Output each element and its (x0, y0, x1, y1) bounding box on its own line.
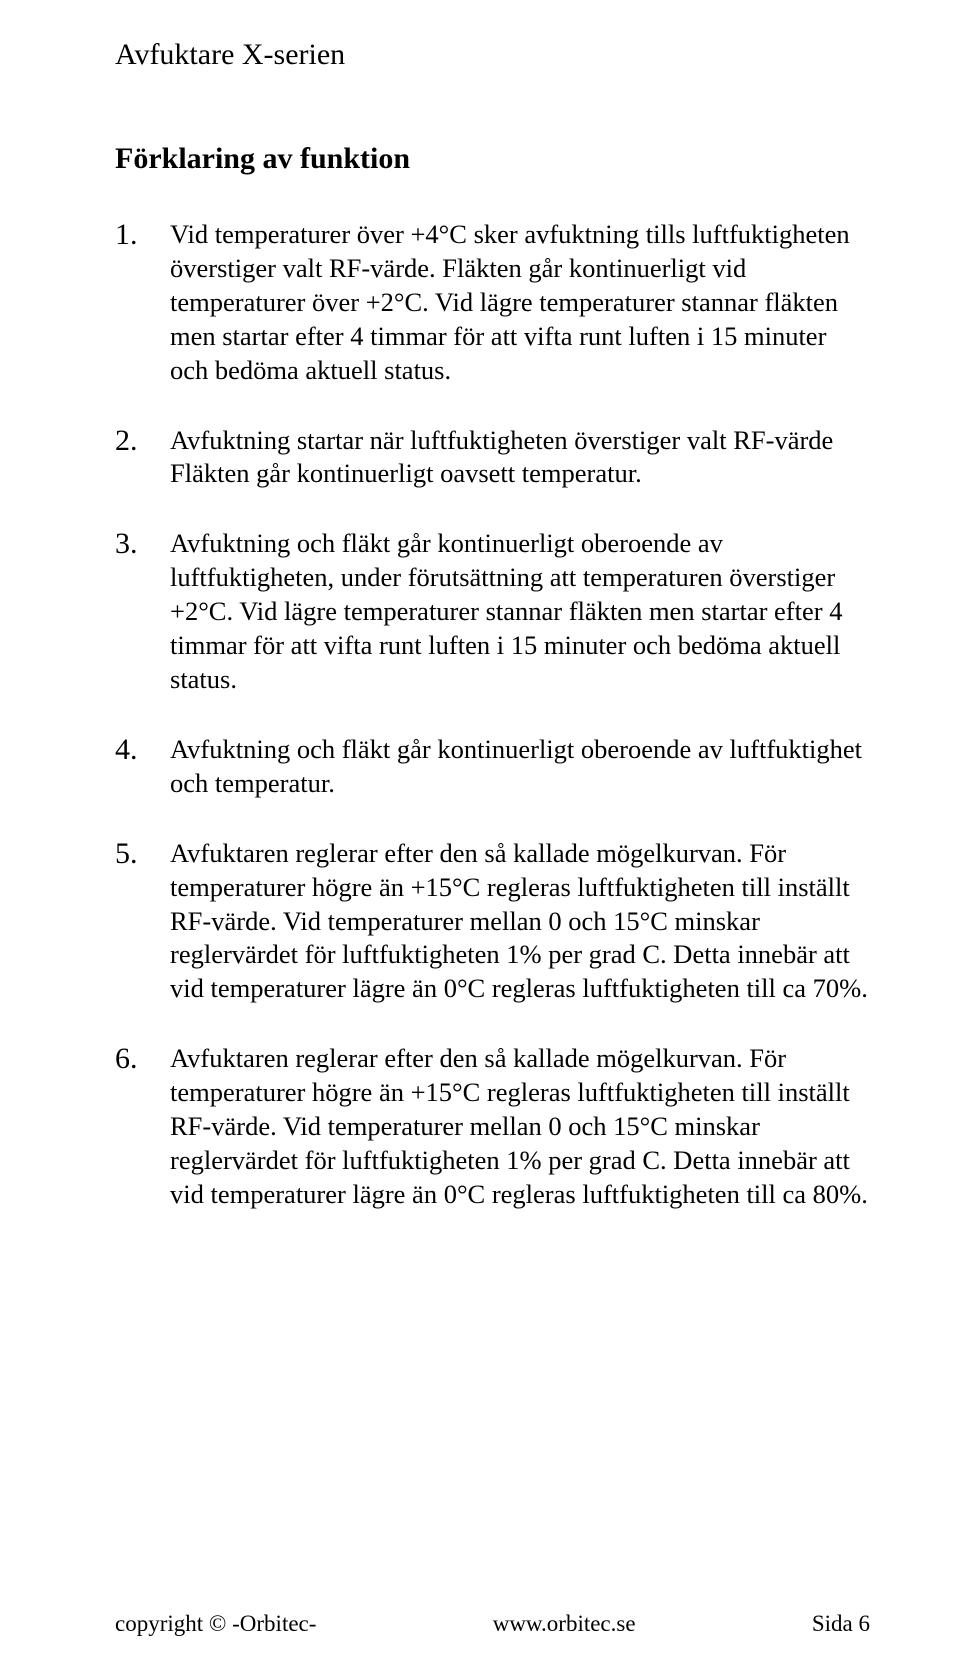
document-page: Avfuktare X-serien Förklaring av funktio… (0, 0, 960, 1679)
items-list: 1. Vid temperaturer över +4°C sker avfuk… (115, 218, 870, 1212)
item-number: 6. (115, 1042, 170, 1075)
item-text: Avfuktning och fläkt går kontinuerligt o… (170, 527, 870, 697)
item-number: 3. (115, 527, 170, 560)
footer-page-number: Sida 6 (812, 1611, 870, 1637)
list-item: 1. Vid temperaturer över +4°C sker avfuk… (115, 218, 870, 388)
list-item: 6. Avfuktaren reglerar efter den så kall… (115, 1042, 870, 1212)
list-item: 4. Avfuktning och fläkt går kontinuerlig… (115, 733, 870, 801)
series-title: Avfuktare X-serien (115, 38, 870, 72)
list-item: 2. Avfuktning startar när luftfuktighete… (115, 424, 870, 492)
item-number: 4. (115, 733, 170, 766)
page-footer: copyright © -Orbitec- www.orbitec.se Sid… (115, 1611, 870, 1637)
item-text: Avfuktaren reglerar efter den så kallade… (170, 837, 870, 1007)
item-number: 2. (115, 424, 170, 457)
item-text: Avfuktning startar när luftfuktigheten ö… (170, 424, 870, 492)
footer-url: www.orbitec.se (493, 1611, 636, 1637)
item-text: Avfuktaren reglerar efter den så kallade… (170, 1042, 870, 1212)
item-text: Vid temperaturer över +4°C sker avfuktni… (170, 218, 870, 388)
list-item: 3. Avfuktning och fläkt går kontinuerlig… (115, 527, 870, 697)
item-text: Avfuktning och fläkt går kontinuerligt o… (170, 733, 870, 801)
list-item: 5. Avfuktaren reglerar efter den så kall… (115, 837, 870, 1007)
item-number: 5. (115, 837, 170, 870)
item-number: 1. (115, 218, 170, 251)
section-heading: Förklaring av funktion (115, 142, 870, 176)
footer-copyright: copyright © -Orbitec- (115, 1611, 316, 1637)
